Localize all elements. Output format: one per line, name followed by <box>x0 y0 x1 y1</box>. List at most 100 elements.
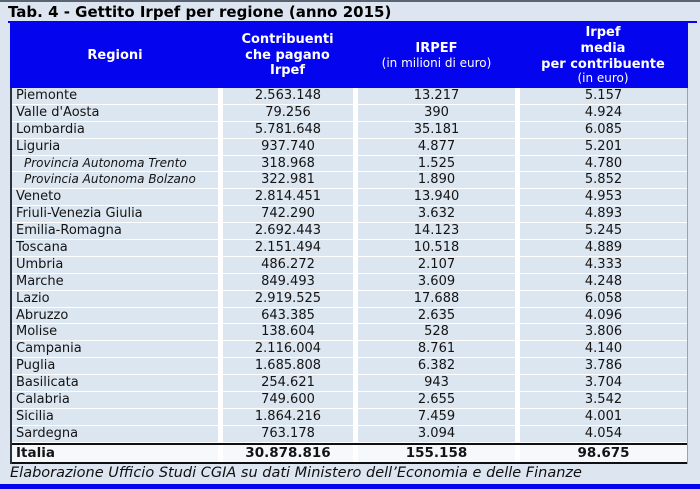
region-name: Provincia Autonoma Bolzano <box>24 172 196 187</box>
contribuenti-cell: 2.692.443 <box>223 223 353 240</box>
table-row: Sardegna 763.178 3.094 4.054 <box>12 425 687 442</box>
region-name: Molise <box>16 324 58 340</box>
media-cell: 4.924 <box>520 104 687 121</box>
title-underline <box>8 21 697 23</box>
region-cell: Marche <box>12 273 218 290</box>
table-row: Emilia-Romagna 2.692.443 14.123 5.245 <box>12 223 687 240</box>
media-cell: 5.852 <box>520 172 687 189</box>
table-row: Calabria 749.600 2.655 3.542 <box>12 392 687 408</box>
table-row: Abruzzo 643.385 2.635 4.096 <box>12 307 687 324</box>
region-cell: Umbria <box>12 256 218 273</box>
irpef-cell: 3.609 <box>358 273 515 290</box>
contribuenti-cell: 318.968 <box>223 155 353 172</box>
region-name: Liguria <box>16 138 61 154</box>
table-row: Piemonte 2.563.148 13.217 5.157 <box>12 88 687 104</box>
column-header-label: Contribuenti che pagano Irpef <box>241 31 334 79</box>
contribuenti-cell: 763.178 <box>223 425 353 442</box>
region-name: Basilicata <box>16 375 79 391</box>
contribuenti-cell: 643.385 <box>223 307 353 324</box>
contribuenti-cell: 2.151.494 <box>223 240 353 256</box>
table-body: Piemonte 2.563.148 13.217 5.157 Valle d'… <box>12 88 687 442</box>
media-cell: 5.157 <box>520 88 687 104</box>
media-cell: 5.201 <box>520 138 687 155</box>
column-header-sublabel: (in milioni di euro) <box>381 55 492 70</box>
region-cell: Lazio <box>12 290 218 307</box>
table-row: Liguria 937.740 4.877 5.201 <box>12 138 687 155</box>
region-cell: Basilicata <box>12 375 218 392</box>
media-cell: 6.085 <box>520 121 687 138</box>
region-name: Puglia <box>16 358 56 374</box>
table-body-wrap: Piemonte 2.563.148 13.217 5.157 Valle d'… <box>10 88 688 464</box>
region-name: Friuli-Venezia Giulia <box>16 206 143 222</box>
irpef-cell: 8.761 <box>358 341 515 358</box>
contribuenti-cell: 322.981 <box>223 172 353 189</box>
total-contribuenti-cell: 30.878.816 <box>223 444 353 462</box>
table-row: Lombardia 5.781.648 35.181 6.085 <box>12 121 687 138</box>
column-header-media: Irpef media per contribuente (in euro) <box>518 23 688 88</box>
top-border-line <box>0 0 700 2</box>
region-cell: Sicilia <box>12 408 218 425</box>
region-cell: Abruzzo <box>12 307 218 324</box>
column-header-sublabel: (in euro) <box>577 71 629 86</box>
region-name: Emilia-Romagna <box>16 223 122 239</box>
region-name: Campania <box>16 341 82 357</box>
region-cell: Liguria <box>12 138 218 155</box>
table-header-row: Regioni Contribuenti che pagano Irpef IR… <box>10 23 688 88</box>
irpef-cell: 7.459 <box>358 408 515 425</box>
contribuenti-cell: 937.740 <box>223 138 353 155</box>
page-title: Tab. 4 - Gettito Irpef per regione (anno… <box>8 3 392 21</box>
region-cell: Piemonte <box>12 88 218 104</box>
contribuenti-cell: 138.604 <box>223 324 353 341</box>
table-row: Umbria 486.272 2.107 4.333 <box>12 256 687 273</box>
region-cell: Calabria <box>12 392 218 408</box>
irpef-cell: 3.094 <box>358 425 515 442</box>
media-cell: 3.806 <box>520 324 687 341</box>
contribuenti-cell: 79.256 <box>223 104 353 121</box>
region-name: Umbria <box>16 256 64 272</box>
media-cell: 4.054 <box>520 425 687 442</box>
irpef-cell: 390 <box>358 104 515 121</box>
column-header-label: Regioni <box>87 47 143 63</box>
region-name: Lombardia <box>16 121 85 137</box>
table-row: Campania 2.116.004 8.761 4.140 <box>12 341 687 358</box>
contribuenti-cell: 2.814.451 <box>223 189 353 206</box>
contribuenti-cell: 486.272 <box>223 256 353 273</box>
total-media-cell: 98.675 <box>520 444 687 462</box>
region-name: Provincia Autonoma Trento <box>24 155 187 170</box>
region-cell: Lombardia <box>12 121 218 138</box>
contribuenti-cell: 2.919.525 <box>223 290 353 307</box>
media-cell: 3.786 <box>520 358 687 375</box>
media-cell: 4.248 <box>520 273 687 290</box>
media-cell: 4.096 <box>520 307 687 324</box>
region-cell: Emilia-Romagna <box>12 223 218 240</box>
region-name: Valle d'Aosta <box>16 104 100 120</box>
irpef-cell: 10.518 <box>358 240 515 256</box>
irpef-cell: 13.940 <box>358 189 515 206</box>
table-row: Provincia Autonoma Trento 318.968 1.525 … <box>12 155 687 172</box>
table-row: Friuli-Venezia Giulia 742.290 3.632 4.89… <box>12 206 687 223</box>
source-note: Elaborazione Ufficio Studi CGIA su dati … <box>10 465 582 481</box>
table-row: Marche 849.493 3.609 4.248 <box>12 273 687 290</box>
total-irpef-cell: 155.158 <box>358 444 515 462</box>
region-cell: Molise <box>12 324 218 341</box>
region-name: Lazio <box>16 290 50 306</box>
irpef-cell: 2.107 <box>358 256 515 273</box>
bottom-border-line <box>0 484 700 489</box>
table-row: Toscana 2.151.494 10.518 4.889 <box>12 240 687 256</box>
media-cell: 5.245 <box>520 223 687 240</box>
media-cell: 4.333 <box>520 256 687 273</box>
irpef-cell: 17.688 <box>358 290 515 307</box>
irpef-table: Regioni Contribuenti che pagano Irpef IR… <box>10 23 688 464</box>
contribuenti-cell: 749.600 <box>223 392 353 408</box>
region-name: Calabria <box>16 392 70 408</box>
column-header-label: Irpef media per contribuente <box>541 24 665 72</box>
region-cell: Puglia <box>12 358 218 375</box>
media-cell: 6.058 <box>520 290 687 307</box>
table-row: Molise 138.604 528 3.806 <box>12 324 687 341</box>
region-name: Abruzzo <box>16 307 69 323</box>
total-region-cell: Italia <box>12 444 218 462</box>
column-header-contribuenti: Contribuenti che pagano Irpef <box>220 23 355 88</box>
region-name: Piemonte <box>16 88 78 103</box>
media-cell: 4.889 <box>520 240 687 256</box>
table-total-row: Italia 30.878.816 155.158 98.675 <box>12 442 687 464</box>
